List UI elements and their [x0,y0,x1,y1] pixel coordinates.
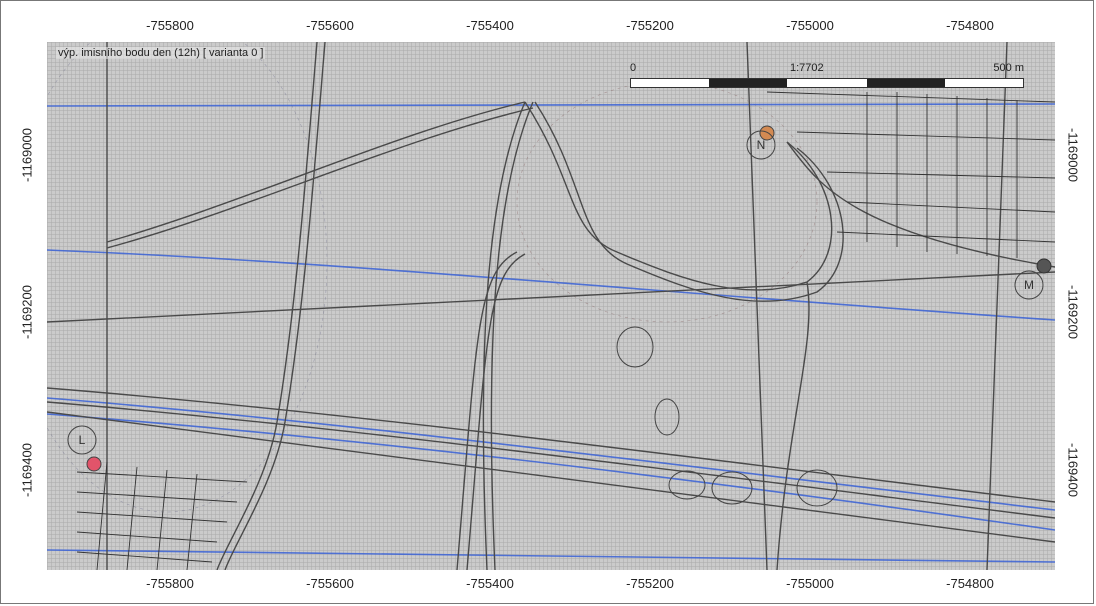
scale-segment [787,79,867,87]
receptor-label-n: N [756,138,766,152]
road [986,42,1008,570]
pond [711,471,753,505]
pond [616,326,654,368]
blue-isoline [47,413,1055,531]
pond [668,470,706,500]
blue-isoline [47,249,1055,321]
x-tick-bottom: -755000 [786,576,834,591]
receptor-m[interactable] [1014,258,1052,300]
scale-ratio-label: 1:7702 [790,62,824,74]
receptor-l[interactable] [67,425,102,472]
parcel-line [836,231,1055,243]
road [47,401,1055,519]
x-tick-top: -755000 [786,18,834,33]
road [490,101,534,570]
scale-bar: 0 1:7702 500 m [630,62,1024,92]
x-tick-top: -754800 [946,18,994,33]
road [456,251,518,570]
scale-bar-segments [630,78,1024,88]
road [482,101,526,570]
parcel-line [96,461,108,570]
receptor-label-l: L [78,433,86,447]
y-tick-left: -1169200 [19,285,35,339]
scale-start-label: 0 [630,62,637,74]
x-tick-bottom: -755600 [306,576,354,591]
road [466,253,526,570]
blue-isoline [47,549,1055,563]
map-background [47,42,1055,570]
x-tick-top: -755800 [146,18,194,33]
road [534,101,844,302]
road [224,42,326,570]
map-canvas[interactable] [47,42,1055,570]
y-tick-left: -1169400 [19,443,35,497]
parcel-line [186,473,198,570]
receptor-n[interactable] [746,125,776,160]
x-tick-bottom: -755800 [146,576,194,591]
y-tick-left: -1169000 [19,128,35,182]
x-tick-bottom: -754800 [946,576,994,591]
receptor-label-m: M [1024,278,1034,292]
road [776,281,810,570]
y-tick-right: -1169200 [1065,285,1081,339]
pond [654,398,680,436]
road [47,387,1055,503]
road [47,271,1055,323]
x-tick-top: -755200 [626,18,674,33]
parcel-line [796,131,1055,141]
road [106,107,534,249]
parcel-line [126,466,138,570]
road [47,411,1055,543]
road [786,141,1055,268]
blue-isoline [47,397,1055,511]
parcel-line [156,469,168,570]
dashed-contour [47,42,328,513]
scale-segment [945,79,1023,87]
parcel-line [846,201,1055,213]
scale-segment [867,79,945,87]
road [746,42,768,570]
y-tick-right: -1169400 [1065,443,1081,497]
parcel-line [76,471,248,483]
parcel-line [76,551,213,563]
x-tick-top: -755600 [306,18,354,33]
x-tick-top: -755400 [466,18,514,33]
parcel-line [766,91,1055,103]
blue-isoline [47,103,1055,107]
pond [796,469,838,507]
road [524,101,833,291]
map-title: výp. imisního bodu den (12h) [ varianta … [56,47,266,59]
scale-end-label: 500 m [993,62,1024,74]
x-tick-bottom: -755400 [466,576,514,591]
road [106,101,526,243]
road [216,42,318,570]
scale-segment [631,79,709,87]
x-tick-bottom: -755200 [626,576,674,591]
scale-segment [709,79,787,87]
y-tick-right: -1169000 [1065,128,1081,182]
